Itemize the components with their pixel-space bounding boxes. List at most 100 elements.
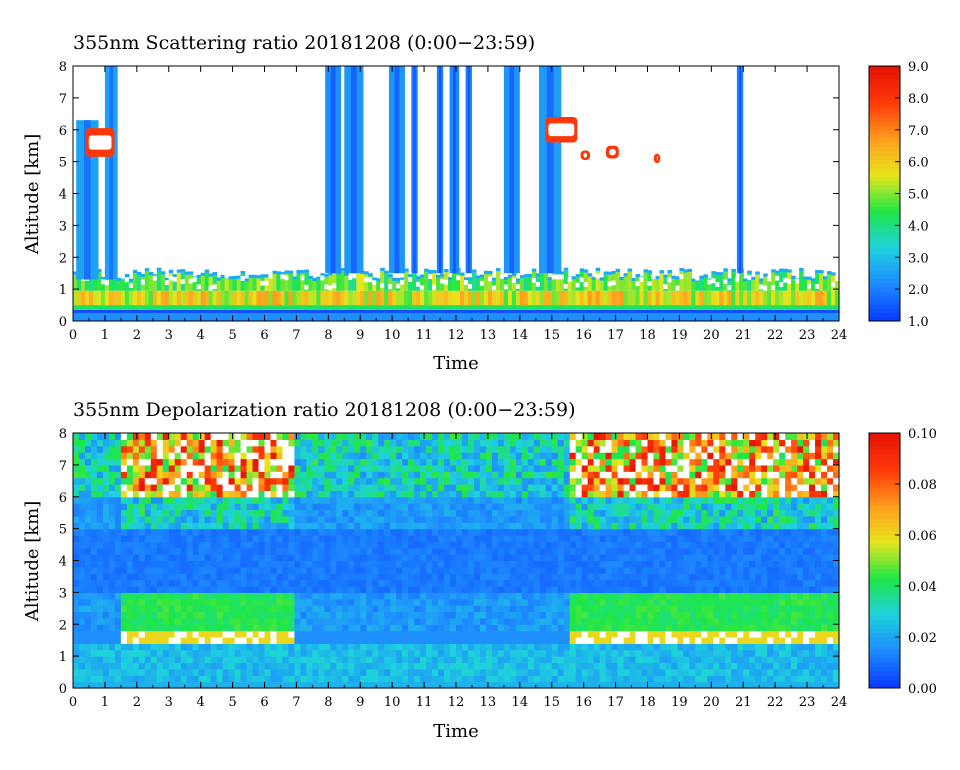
depolarization-cell — [402, 445, 409, 453]
depolarization-cell — [557, 496, 565, 504]
depolarization-cell — [384, 643, 391, 651]
depolarization-cell — [204, 471, 212, 479]
depolarization-cell — [324, 566, 331, 574]
depolarization-cell — [228, 541, 236, 549]
depolarization-cell — [408, 592, 415, 600]
depolarization-cell — [78, 643, 86, 651]
depolarization-cell — [533, 630, 541, 638]
colorbar-segment — [869, 121, 900, 126]
depolarization-cell — [270, 643, 278, 651]
boundary-layer-cell — [324, 290, 329, 306]
depolarization-cell — [450, 535, 457, 542]
depolarization-cell — [569, 668, 577, 676]
boundary-layer-cell — [463, 280, 469, 291]
boundary-layer-cell — [551, 290, 557, 306]
depolarization-cell — [132, 522, 140, 530]
depolarization-cell — [294, 535, 302, 542]
boundary-layer-cell — [827, 274, 832, 291]
depolarization-cell — [240, 458, 248, 466]
depolarization-cell — [539, 535, 547, 542]
depolarization-cell — [186, 439, 194, 447]
depolarization-cell — [156, 624, 164, 632]
boundary-layer-cell — [603, 313, 609, 321]
depolarization-cell — [438, 515, 445, 523]
depolarization-cell — [180, 560, 188, 568]
depolarization-cell — [108, 509, 116, 517]
depolarization-cell — [521, 445, 529, 453]
depolarization-cell — [426, 598, 433, 606]
depolarization-cell — [192, 611, 200, 619]
depolarization-cell — [108, 579, 116, 587]
depolarization-cell — [581, 592, 589, 600]
scattering-ratio-plot-area — [73, 66, 840, 321]
depolarization-cell — [509, 515, 517, 523]
boundary-layer-cell — [779, 309, 784, 314]
depolarization-cell — [318, 605, 325, 613]
depolarization-cell — [234, 490, 242, 498]
boundary-layer-cell — [320, 313, 325, 321]
depolarization-cell — [144, 630, 152, 638]
depolarization-cell — [198, 637, 206, 644]
depolarization-cell — [192, 509, 200, 517]
depolarization-cell — [126, 433, 134, 440]
depolarization-cell — [515, 445, 523, 453]
depolarization-cell — [551, 624, 559, 632]
depolarization-cell — [312, 528, 319, 536]
depolarization-cell — [204, 592, 212, 600]
depolarization-cell — [479, 496, 487, 504]
boundary-layer-cell — [224, 309, 230, 314]
depolarization-cell — [312, 598, 319, 606]
depolarization-cell — [485, 503, 493, 511]
depolarization-cell — [467, 566, 475, 574]
cloud-column-core — [452, 66, 456, 274]
depolarization-cell — [96, 503, 104, 511]
depolarization-cell — [288, 566, 296, 574]
depolarization-cell — [384, 656, 391, 664]
depolarization-cell — [96, 649, 104, 657]
depolarization-cell — [132, 471, 140, 479]
depolarization-cell — [324, 477, 331, 485]
depolarization-cell — [509, 643, 517, 651]
depolarization-cell — [402, 477, 409, 485]
depolarization-cell — [557, 484, 565, 491]
boundary-layer-cell — [463, 277, 469, 281]
saturated-cell — [304, 284, 309, 290]
depolarization-cell — [198, 464, 206, 472]
depolarization-cell — [270, 675, 278, 683]
boundary-layer-cell — [264, 274, 270, 278]
depolarization-cell — [551, 522, 559, 530]
x-tick-label: 7 — [292, 328, 300, 343]
depolarization-cell — [192, 681, 200, 689]
boundary-layer-cell — [731, 268, 736, 273]
boundary-layer-cell — [707, 290, 712, 306]
depolarization-cell — [162, 649, 170, 657]
depolarization-cell — [354, 605, 361, 613]
boundary-layer-cell — [268, 313, 274, 321]
boundary-layer-cell — [172, 309, 178, 314]
depolarization-cell — [485, 477, 493, 485]
depolarization-cell — [300, 566, 307, 574]
depolarization-cell — [575, 656, 583, 664]
boundary-layer-cell — [635, 313, 641, 321]
depolarization-cell — [384, 662, 391, 670]
depolarization-cell — [168, 566, 176, 574]
depolarization-cell — [497, 452, 505, 460]
boundary-layer-cell — [495, 305, 501, 310]
boundary-layer-cell — [308, 305, 313, 310]
depolarization-cell — [120, 662, 128, 670]
depolarization-cell — [138, 439, 146, 447]
depolarization-cell — [491, 496, 499, 504]
x-tick-label: 18 — [639, 328, 656, 343]
depolarization-cell — [569, 496, 577, 504]
boundary-layer-cell — [723, 309, 728, 314]
boundary-layer-cell — [627, 305, 633, 310]
boundary-layer-cell — [563, 305, 569, 310]
boundary-layer-cell — [755, 305, 760, 310]
depolarization-cell — [186, 541, 194, 549]
colorbar-tick-label: 1.0 — [908, 315, 929, 330]
boundary-layer-cell — [635, 274, 641, 278]
depolarization-cell — [581, 624, 589, 632]
boundary-layer-cell — [452, 305, 457, 310]
depolarization-cell — [144, 592, 152, 600]
saturated-cell — [416, 281, 421, 287]
